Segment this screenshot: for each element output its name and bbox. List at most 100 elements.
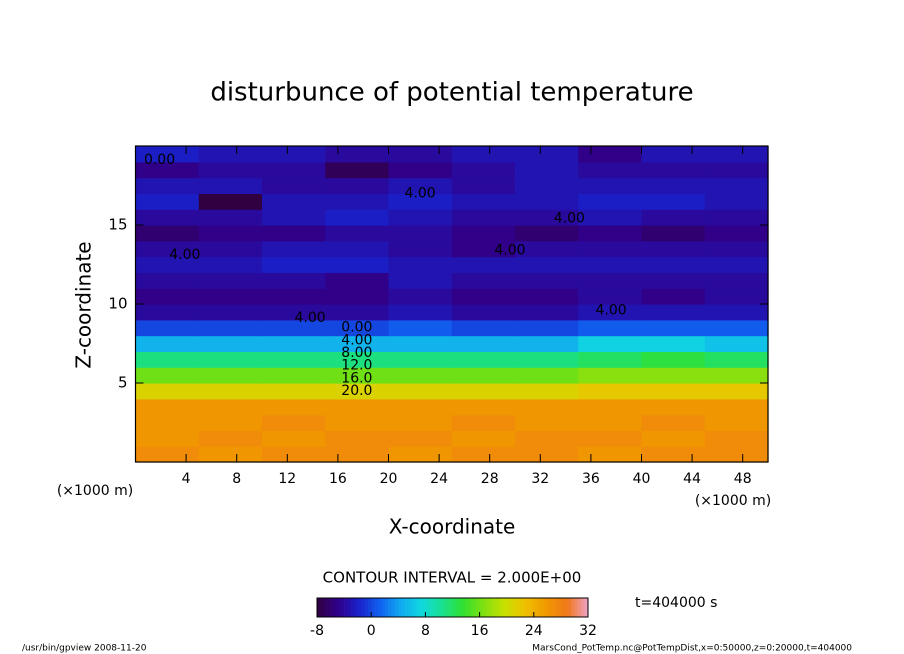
heat-cell [325,430,390,447]
heat-cell [388,414,453,431]
heat-cell [704,367,769,384]
heat-cell [135,335,200,352]
heat-cell [515,288,579,305]
heat-cell [325,177,390,194]
heat-cell [704,288,769,305]
heat-cell [325,240,390,258]
heat-cell [262,430,326,447]
heat-cell [704,240,769,258]
heat-cell [198,398,263,416]
heat-cell [641,446,706,463]
heat-cell [704,414,769,431]
heat-cell [578,383,643,400]
heat-cell [578,177,643,194]
colorbar-segment [367,598,372,617]
x-tick-label: 48 [734,471,752,487]
heat-cell [704,193,769,210]
heat-cell [388,161,453,179]
heat-cell [451,209,516,226]
contour-label: 0.00 [341,320,372,336]
heat-cell [388,256,453,273]
heat-cell [704,351,769,368]
heat-cell [198,383,263,400]
colorbar-segment [543,598,548,617]
colorbar-segment [449,598,453,617]
heat-cell [515,367,579,384]
heat-cell [704,383,769,400]
heat-cell [325,304,390,321]
heat-cell [388,288,453,305]
colorbar-segment [516,598,521,617]
heat-cell [515,398,579,416]
heat-cell [704,225,769,242]
heat-cell [641,304,706,321]
heat-cell [325,367,390,384]
colorbar-segment [537,598,541,617]
heat-cell [641,351,706,368]
colorbar-segment [337,598,342,617]
colorbar-segment [442,598,447,617]
heat-cell [135,225,200,242]
heat-cell [325,225,390,242]
colorbar-segment [317,598,321,617]
x-tick-label: 16 [329,471,347,487]
heat-cell [198,288,263,305]
colorbar-segment [445,598,450,617]
contour-label: 12.0 [341,358,372,374]
colorbar-segment [482,598,487,617]
heat-cell [515,177,579,194]
heat-cell [704,398,769,416]
colorbar-segment [408,598,413,617]
heat-cell [388,272,453,289]
heat-cell [451,146,516,163]
heat-cell [262,272,326,289]
heat-cell [515,319,579,337]
heat-cell [641,225,706,242]
heat-cell [388,398,453,416]
colorbar-segment [550,598,555,617]
heat-cell [135,304,200,321]
heat-cell [325,335,390,352]
contour-label: 4.00 [554,211,585,227]
heat-cell [262,193,326,210]
colorbar-segment [547,598,552,617]
colorbar-segment [411,598,416,617]
colorbar-segment [520,598,524,617]
colorbar-segment [533,598,538,617]
heat-cell [135,367,200,384]
colorbar-segment [438,598,443,617]
heat-cell [641,146,706,163]
heat-cell [578,225,643,242]
heat-cell [262,398,326,416]
y-axis-label: Z-coordinate [72,241,96,368]
heat-cell [135,177,200,194]
heat-cell [262,288,326,305]
heat-cell [262,414,326,431]
heat-cell [515,161,579,179]
heat-cell [641,256,706,273]
heat-cell [451,351,516,368]
heat-cell [325,414,390,431]
colorbar-segment [350,598,355,617]
heat-cell [198,446,263,463]
heat-cell [325,146,390,163]
heat-cell [198,240,263,258]
heat-cell [135,398,200,416]
heat-cell [451,383,516,400]
colorbar-segment [479,598,484,617]
heat-cell [704,146,769,163]
heat-cell [515,304,579,321]
heat-cell [388,383,453,400]
heat-cell [578,193,643,210]
heat-cell [451,430,516,447]
heat-cell [641,240,706,258]
heat-cell [198,304,263,321]
heat-cell [198,335,263,352]
colorbar-segment [405,598,409,617]
heat-cell [325,256,390,273]
x-tick-label: 32 [531,471,549,487]
heat-cell [325,446,390,463]
heat-cell [198,414,263,431]
colorbar-segment [330,598,335,617]
